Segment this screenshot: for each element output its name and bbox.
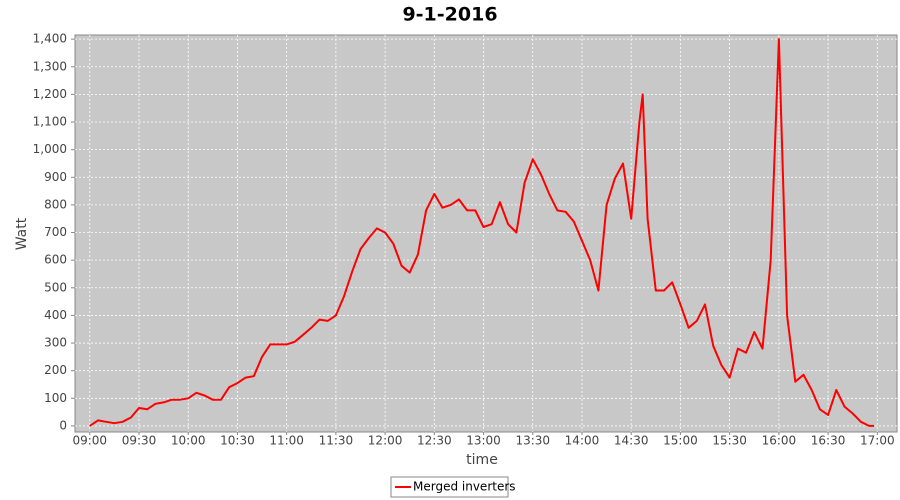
x-tick-label: 11:00	[269, 434, 304, 448]
x-tick-label: 15:30	[712, 434, 747, 448]
chart-title: 9-1-2016	[402, 4, 497, 26]
y-tick-label: 1,300	[33, 59, 67, 73]
x-tick-label: 14:00	[565, 434, 600, 448]
legend-label: Merged inverters	[413, 480, 516, 494]
line	[89, 38, 874, 427]
plot-area	[74, 34, 898, 433]
x-tick-label: 15:00	[663, 434, 698, 448]
x-tick-label: 16:00	[762, 434, 797, 448]
y-tick-label: 1,400	[33, 32, 67, 46]
x-tick-label: 09:00	[72, 434, 107, 448]
y-tick-label: 1,100	[33, 115, 67, 129]
y-tick-label: 900	[44, 170, 67, 184]
x-axis-title: time	[466, 452, 498, 468]
y-tick-label: 500	[44, 280, 67, 294]
x-tick-label: 16:30	[811, 434, 846, 448]
y-tick-label: 0	[59, 418, 67, 432]
y-tick-label: 100	[44, 391, 67, 405]
y-tick-label: 1,200	[33, 87, 67, 101]
y-tick-label: 600	[44, 253, 67, 267]
legend-box	[390, 476, 509, 498]
y-tick-label: 700	[44, 225, 67, 239]
x-tick-label: 13:00	[466, 434, 501, 448]
x-tick-label: 09:30	[122, 434, 157, 448]
y-tick-label: 300	[44, 336, 67, 350]
y-tick-label: 800	[44, 197, 67, 211]
y-tick-label: 1,000	[33, 142, 67, 156]
x-tick-label: 11:30	[319, 434, 354, 448]
y-tick-label: 200	[44, 363, 67, 377]
x-tick-label: 17:00	[860, 434, 895, 448]
y-axis-title: Watt	[14, 217, 30, 250]
x-tick-label: 10:30	[220, 434, 255, 448]
x-tick-label: 10:00	[171, 434, 206, 448]
x-tick-label: 12:30	[417, 434, 452, 448]
x-tick-label: 14:30	[614, 434, 649, 448]
y-tick-label: 400	[44, 308, 67, 322]
x-tick-label: 12:00	[368, 434, 403, 448]
x-tick-label: 13:30	[515, 434, 550, 448]
